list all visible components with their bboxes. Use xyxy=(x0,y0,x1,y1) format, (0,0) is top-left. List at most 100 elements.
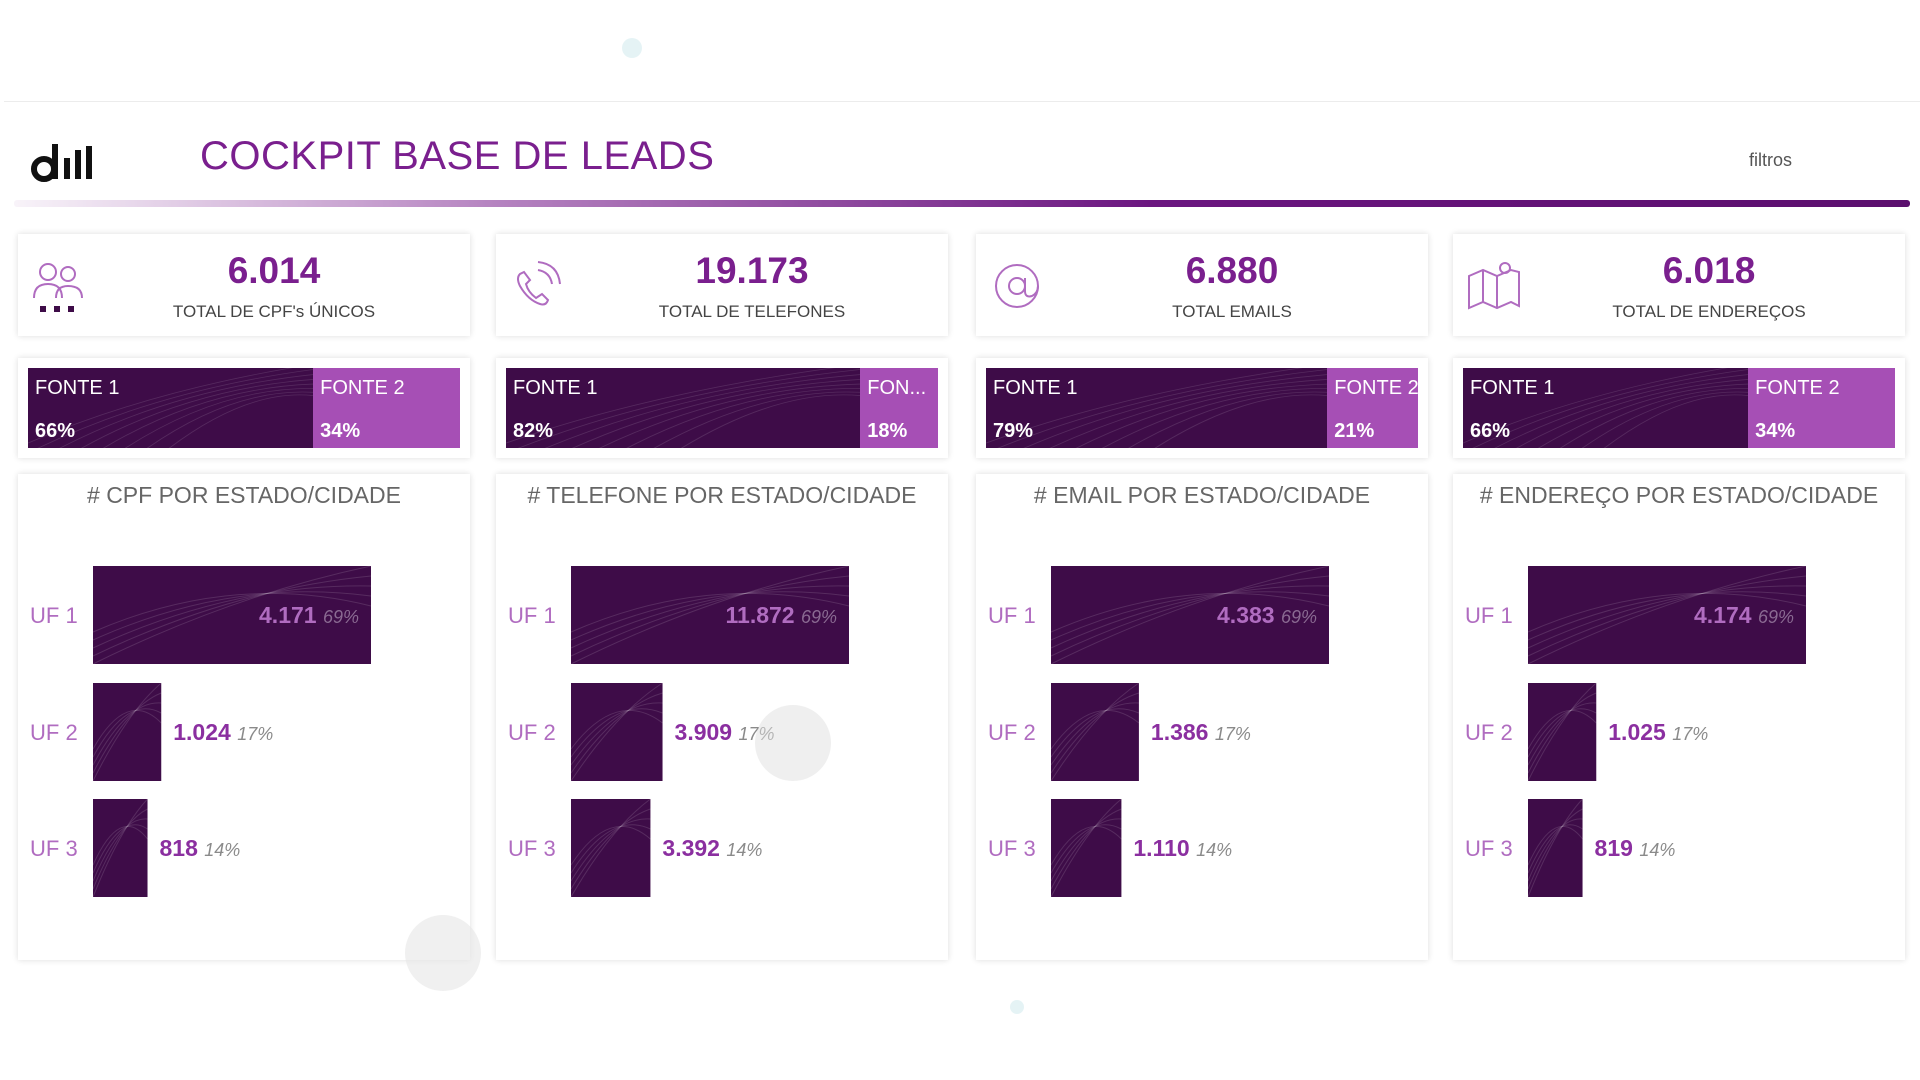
bar-texture-line xyxy=(92,808,148,890)
texture-line xyxy=(168,394,314,448)
bar-texture-line xyxy=(1527,818,1583,882)
percent-label: 69% xyxy=(323,607,359,627)
bar-texture-line xyxy=(92,592,372,633)
bar[interactable] xyxy=(93,566,371,664)
kpi-card-emails: 6.880 TOTAL EMAILS xyxy=(976,234,1428,336)
texture-line xyxy=(1075,383,1328,448)
bar-chart: UF 1 4.171 69% UF 2 1.024 17% UF 3 818 14% xyxy=(30,565,372,898)
bar[interactable] xyxy=(1051,683,1139,781)
category-label: UF 3 xyxy=(988,836,1036,861)
source-split-card-cpf: FONTE 1 66% FONTE 2 34% xyxy=(18,358,470,458)
fonte-1-segment[interactable]: FONTE 1 66% xyxy=(28,368,314,448)
bar[interactable] xyxy=(1528,799,1583,897)
texture-lines xyxy=(506,368,861,448)
bar-texture-line xyxy=(1527,591,1807,641)
source-split-bar[interactable]: FONTE 1 82% FON... 18% xyxy=(506,368,938,448)
texture-line xyxy=(1463,368,1728,444)
fonte-2-segment[interactable]: FON... 18% xyxy=(860,368,938,448)
texture-line xyxy=(37,369,314,448)
bar[interactable] xyxy=(1051,566,1329,664)
fonte-1-segment[interactable]: FONTE 1 66% xyxy=(1463,368,1749,448)
value-label: 11.872 xyxy=(726,602,801,628)
texture-line xyxy=(1603,394,1749,448)
bar[interactable] xyxy=(571,566,849,664)
chart-title: # TELEFONE POR ESTADO/CIDADE xyxy=(527,482,917,508)
data-label: 819 14% xyxy=(1595,835,1676,861)
source-split-card-enderecos: FONTE 1 66% FONTE 2 34% xyxy=(1453,358,1905,458)
fonte-2-label: FONTE 2 xyxy=(320,377,405,399)
fonte-2-percent: 34% xyxy=(320,420,361,442)
percent-label: 69% xyxy=(1281,607,1317,627)
bar-texture-line xyxy=(1050,591,1330,641)
background-dot xyxy=(622,38,642,58)
texture-line xyxy=(1494,374,1749,448)
bar-texture-line xyxy=(92,565,372,665)
bar[interactable] xyxy=(93,683,162,781)
fonte-1-segment[interactable]: FONTE 1 79% xyxy=(986,368,1328,448)
kpi-card-cpf: 6.014 TOTAL DE CPF's ÚNICOS xyxy=(18,234,470,336)
category-label: UF 2 xyxy=(30,720,78,745)
bar-texture-line xyxy=(570,818,651,882)
bar-texture-line xyxy=(570,592,850,633)
fonte-2-segment[interactable]: FONTE 2 34% xyxy=(1748,368,1895,448)
source-split-bar[interactable]: FONTE 1 66% FONTE 2 34% xyxy=(1463,368,1895,448)
data-label: 3.392 14% xyxy=(662,835,762,861)
kpi-card-enderecos: 6.018 TOTAL DE ENDEREÇOS xyxy=(1453,234,1905,336)
bar-texture-line xyxy=(1050,585,1330,649)
bar-texture-line xyxy=(570,825,651,866)
map-icon xyxy=(1468,262,1520,310)
bar[interactable] xyxy=(571,683,663,781)
category-label: UF 3 xyxy=(1465,836,1513,861)
fonte-2-segment[interactable]: FONTE 2 21% xyxy=(1327,368,1418,448)
fonte-2-percent: 21% xyxy=(1334,420,1375,442)
bar[interactable] xyxy=(1528,683,1597,781)
bar-texture-line xyxy=(570,798,651,898)
bar-texture-line xyxy=(570,565,850,665)
value-label: 4.174 xyxy=(1694,602,1758,628)
texture-line xyxy=(1472,369,1749,448)
texture-line xyxy=(28,368,293,444)
texture-lines xyxy=(986,368,1328,448)
source-split-card-telefones: FONTE 1 82% FON... 18% xyxy=(496,358,948,458)
fonte-2-segment[interactable]: FONTE 2 34% xyxy=(313,368,460,448)
texture-line xyxy=(997,369,1328,448)
top-divider xyxy=(4,101,1920,102)
bar-texture-line xyxy=(1050,825,1122,866)
texture-line xyxy=(986,368,1304,444)
value-label: 4.171 xyxy=(259,602,323,628)
category-label: UF 1 xyxy=(30,603,78,628)
source-split-bar[interactable]: FONTE 1 79% FONTE 2 21% xyxy=(986,368,1418,448)
phone-icon xyxy=(517,261,561,306)
source-split-bar[interactable]: FONTE 1 66% FONTE 2 34% xyxy=(28,368,460,448)
at-sign-icon xyxy=(995,264,1039,308)
fonte-2-label: FONTE 2 xyxy=(1755,377,1840,399)
background-dot xyxy=(405,915,481,991)
bar-texture-line xyxy=(1527,826,1583,866)
fonte-2-label: FON... xyxy=(867,377,927,399)
bar[interactable] xyxy=(1051,799,1122,897)
texture-lines xyxy=(1463,368,1749,448)
bar-texture-line xyxy=(1527,708,1597,758)
data-label: 4.383 69% xyxy=(1217,602,1317,628)
kpi-value: 6.014 xyxy=(227,250,321,291)
bar-texture-line xyxy=(1050,798,1122,898)
bar[interactable] xyxy=(571,799,651,897)
texture-line xyxy=(653,391,861,448)
chart-title: # CPF POR ESTADO/CIDADE xyxy=(87,482,401,508)
category-label: UF 3 xyxy=(30,836,78,861)
texture-line xyxy=(146,391,314,448)
chart-card-enderecos: # ENDEREÇO POR ESTADO/CIDADE UF 1 4.174 6… xyxy=(1453,474,1905,960)
fonte-1-segment[interactable]: FONTE 1 82% xyxy=(506,368,861,448)
kpi-value: 6.018 xyxy=(1662,250,1756,291)
background-dot xyxy=(755,705,831,781)
percent-label: 14% xyxy=(726,840,762,860)
bar[interactable] xyxy=(1528,566,1806,664)
bar[interactable] xyxy=(93,799,148,897)
bar-texture-line xyxy=(92,575,372,657)
page-title: COCKPIT BASE DE LEADS xyxy=(200,134,715,178)
filters-button[interactable]: filtros xyxy=(1749,150,1793,170)
data-label: 1.386 17% xyxy=(1151,719,1251,745)
texture-line xyxy=(1128,391,1328,448)
bar-texture-line xyxy=(1527,824,1583,874)
texture-line xyxy=(1101,388,1328,448)
